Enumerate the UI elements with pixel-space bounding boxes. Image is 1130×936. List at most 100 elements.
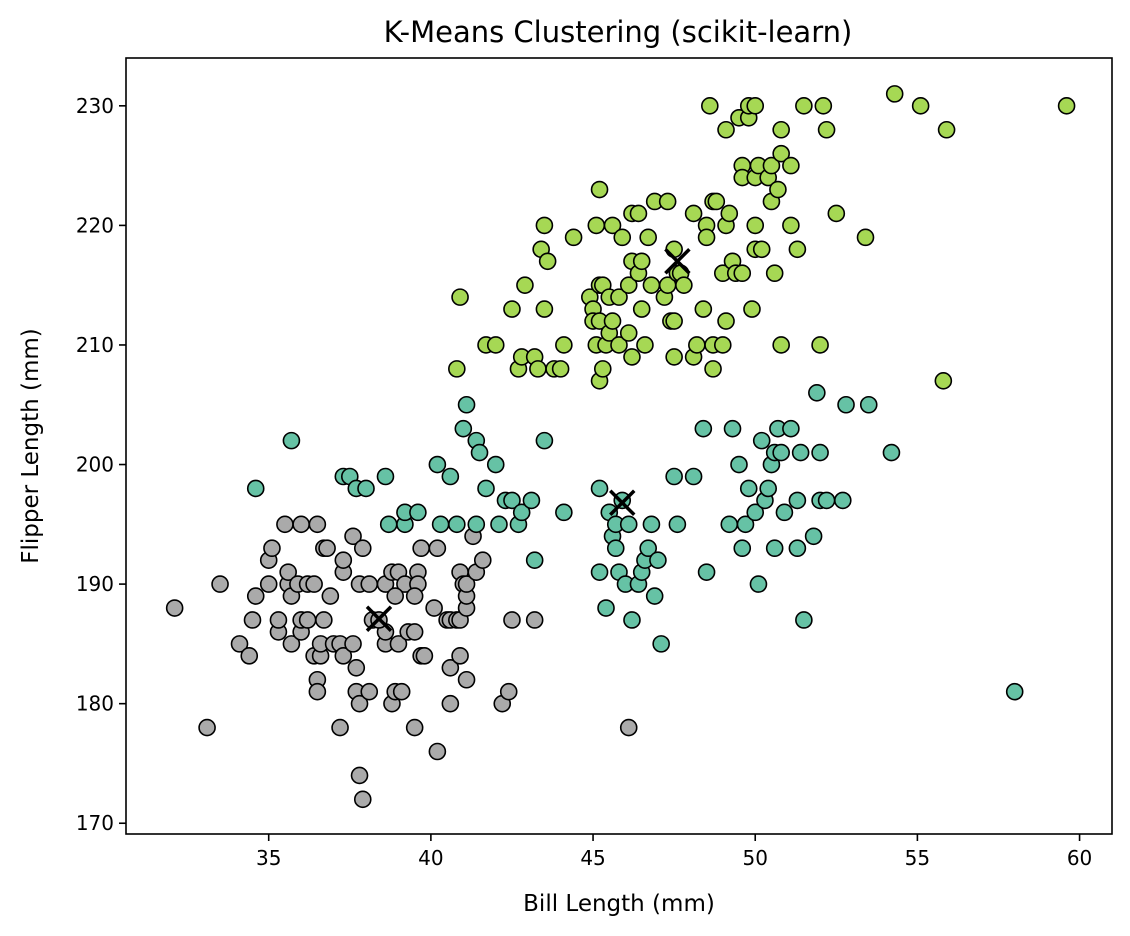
data-point bbox=[675, 276, 693, 294]
data-point bbox=[817, 491, 836, 510]
data-point bbox=[736, 515, 755, 534]
data-point bbox=[292, 515, 310, 534]
data-point bbox=[344, 635, 362, 653]
data-point bbox=[259, 575, 278, 593]
data-point bbox=[743, 300, 761, 318]
plot-frame bbox=[125, 57, 1113, 835]
data-point bbox=[697, 228, 716, 247]
data-point bbox=[282, 431, 301, 450]
data-point bbox=[665, 312, 683, 330]
data-point bbox=[723, 419, 742, 438]
data-point bbox=[503, 300, 521, 318]
data-point bbox=[535, 216, 554, 235]
x-tick-label: 55 bbox=[905, 846, 930, 870]
data-point bbox=[610, 336, 628, 354]
data-point bbox=[473, 551, 492, 569]
data-point bbox=[428, 742, 447, 761]
x-tick-label: 35 bbox=[256, 846, 281, 870]
data-point bbox=[642, 515, 661, 534]
data-point bbox=[448, 360, 466, 378]
data-point bbox=[746, 216, 765, 235]
data-point bbox=[353, 790, 372, 809]
data-point bbox=[587, 216, 606, 235]
data-point bbox=[665, 240, 683, 259]
data-point bbox=[811, 443, 829, 462]
data-point bbox=[639, 228, 657, 247]
data-point bbox=[782, 419, 800, 438]
data-point bbox=[357, 479, 375, 498]
data-point bbox=[279, 563, 297, 581]
data-point bbox=[606, 539, 625, 558]
data-point bbox=[535, 431, 554, 450]
data-point bbox=[619, 718, 638, 737]
data-point bbox=[636, 336, 654, 354]
data-point bbox=[882, 443, 901, 462]
data-point bbox=[551, 360, 570, 378]
data-point bbox=[555, 336, 573, 354]
data-point bbox=[733, 539, 752, 558]
data-point bbox=[412, 539, 430, 558]
y-tick-label: 210 bbox=[76, 333, 114, 357]
data-point bbox=[276, 515, 294, 534]
data-point bbox=[788, 240, 807, 259]
data-point bbox=[619, 515, 638, 534]
data-point bbox=[441, 694, 460, 713]
data-point bbox=[811, 336, 829, 354]
data-point bbox=[457, 395, 476, 414]
data-point bbox=[451, 647, 469, 665]
data-point bbox=[765, 264, 784, 283]
data-point bbox=[486, 455, 505, 474]
data-point bbox=[885, 85, 904, 103]
data-point bbox=[211, 575, 229, 593]
data-point bbox=[308, 515, 327, 534]
data-point bbox=[350, 694, 369, 713]
data-point bbox=[697, 563, 716, 581]
data-point bbox=[717, 120, 735, 139]
data-point bbox=[859, 395, 878, 414]
data-point bbox=[409, 503, 427, 522]
data-point bbox=[665, 467, 683, 486]
data-point bbox=[772, 120, 790, 139]
data-point bbox=[282, 635, 301, 653]
data-point bbox=[772, 144, 790, 163]
data-point bbox=[701, 97, 719, 115]
data-point bbox=[350, 766, 369, 785]
data-point bbox=[684, 204, 703, 223]
data-point bbox=[752, 431, 771, 450]
data-point bbox=[827, 204, 846, 223]
centroid-marker bbox=[365, 605, 393, 633]
data-point bbox=[632, 252, 651, 271]
data-point bbox=[331, 718, 349, 737]
data-point bbox=[856, 228, 875, 247]
y-tick-label: 190 bbox=[76, 572, 114, 596]
data-point bbox=[649, 551, 667, 569]
data-point bbox=[665, 348, 683, 366]
data-point bbox=[590, 563, 609, 581]
data-point bbox=[448, 515, 466, 534]
data-point bbox=[405, 718, 424, 737]
data-point bbox=[765, 539, 784, 558]
data-point bbox=[934, 372, 953, 390]
data-point bbox=[795, 611, 813, 629]
data-point bbox=[240, 647, 259, 665]
data-point bbox=[639, 539, 657, 558]
data-point bbox=[516, 276, 534, 294]
data-point bbox=[619, 324, 638, 342]
data-point bbox=[486, 336, 505, 354]
data-point bbox=[707, 192, 726, 211]
data-point bbox=[642, 276, 661, 294]
data-point bbox=[525, 611, 544, 629]
data-point bbox=[499, 682, 518, 701]
data-point bbox=[347, 658, 366, 677]
data-point bbox=[431, 515, 450, 534]
data-point bbox=[525, 551, 544, 569]
data-point bbox=[503, 611, 521, 629]
centroid-markers bbox=[365, 248, 691, 633]
data-point bbox=[597, 599, 615, 617]
data-point bbox=[405, 623, 424, 641]
data-point bbox=[668, 515, 687, 534]
x-tick-label: 60 bbox=[1067, 846, 1092, 870]
data-point bbox=[415, 647, 434, 665]
data-point bbox=[386, 587, 405, 605]
data-point bbox=[1057, 97, 1076, 115]
